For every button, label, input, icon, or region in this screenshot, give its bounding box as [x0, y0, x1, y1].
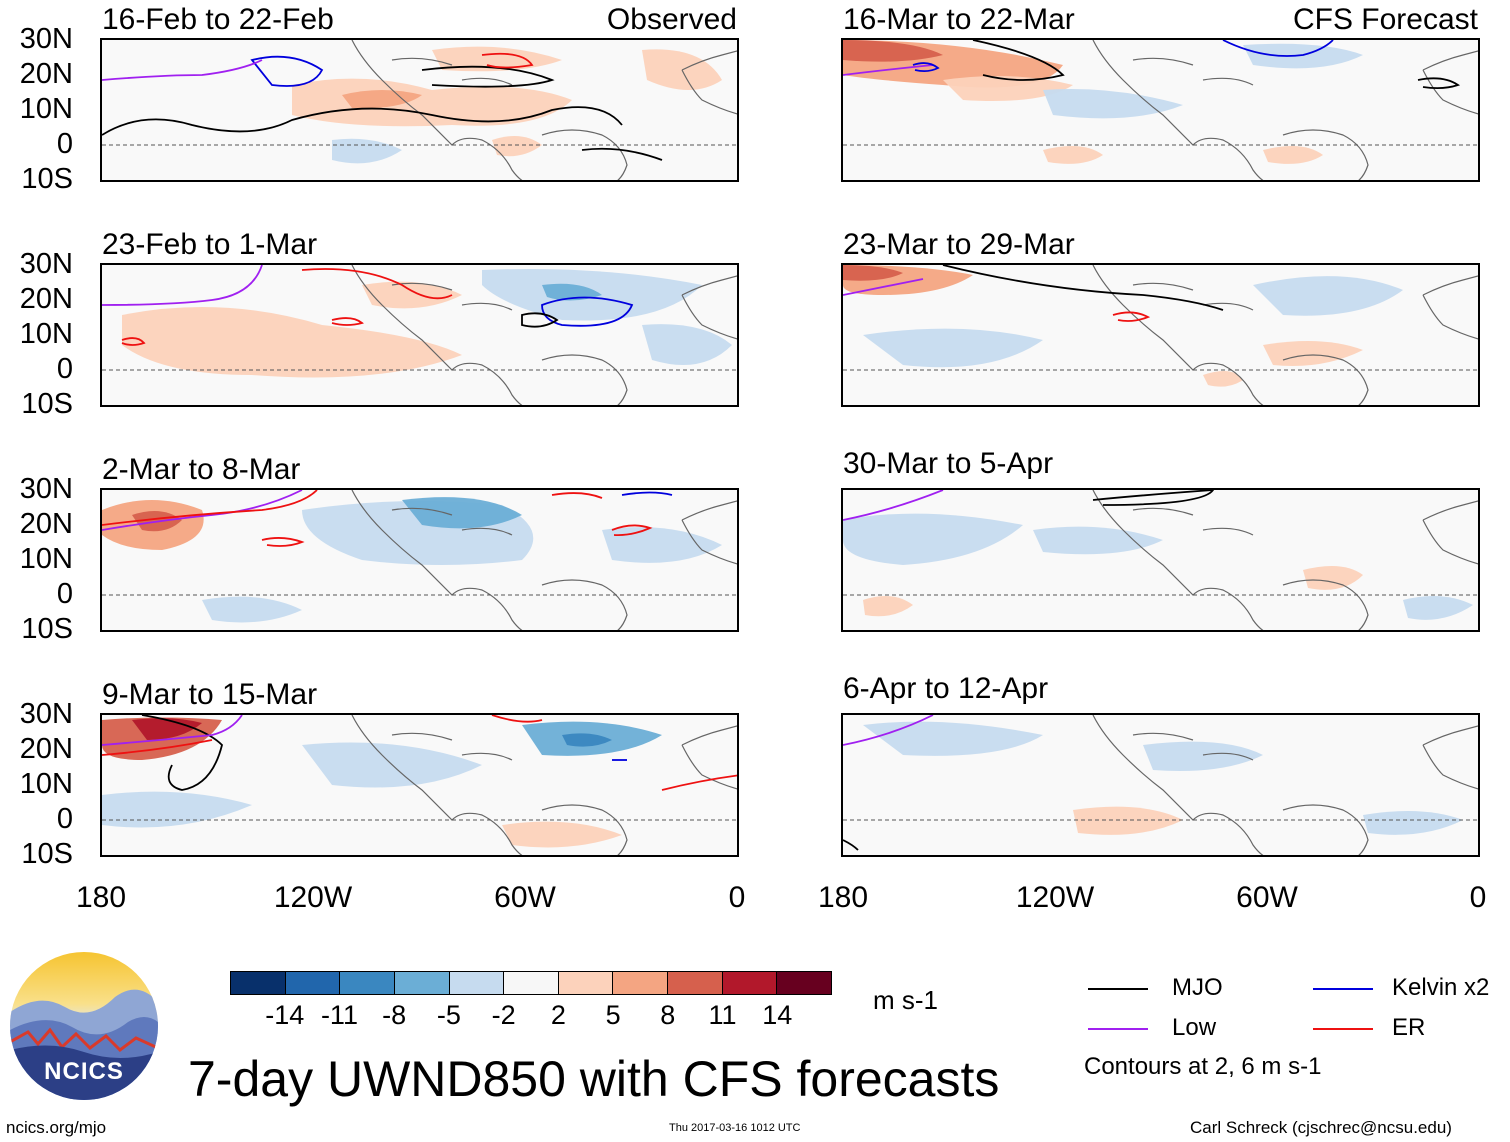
colorbar-segment	[394, 972, 450, 994]
colorbar-segment	[504, 972, 559, 994]
lat-label: 20N	[19, 283, 73, 315]
panel-title-fcst-3: 30-Mar to 5-Apr	[843, 447, 1054, 480]
legend-swatch-kelvin	[1313, 988, 1373, 990]
panel-title-obs-4: 9-Mar to 15-Mar	[102, 678, 318, 711]
colorbar-tick-label: -8	[382, 1000, 407, 1030]
colorbar-segment	[231, 972, 286, 994]
lat-label: 30N	[19, 248, 73, 280]
contours-note: Contours at 2, 6 m s-1	[1084, 1053, 1322, 1080]
logo-text: NCICS	[44, 1058, 124, 1085]
footer-credit: Carl Schreck (cjschrec@ncsu.edu)	[1190, 1118, 1452, 1137]
ncics-logo: NCICS	[10, 952, 158, 1100]
forecast-tag: CFS Forecast	[1292, 3, 1478, 36]
map-graphic	[843, 40, 1478, 180]
lat-label: 20N	[19, 58, 73, 90]
footer-timestamp: Thu 2017-03-16 1012 UTC	[669, 1122, 801, 1134]
colorbar-segment	[449, 972, 505, 994]
colorbar-segment	[613, 972, 669, 994]
lon-label: 120W	[273, 881, 353, 914]
map-graphic	[843, 715, 1478, 855]
colorbar-tick-label: -2	[491, 1000, 516, 1030]
lon-label: 120W	[1015, 881, 1095, 914]
lon-label: 0	[728, 881, 746, 914]
colorbar-tick-label: 5	[605, 1000, 621, 1030]
lon-label: 0	[1469, 881, 1487, 914]
legend-label-kelvin: Kelvin x2	[1392, 974, 1490, 1001]
map-panel-fcst-4	[841, 713, 1480, 857]
panel-title-fcst-4: 6-Apr to 12-Apr	[843, 672, 1049, 705]
panel-title-obs-3: 2-Mar to 8-Mar	[102, 453, 301, 486]
lat-label: 20N	[19, 733, 73, 765]
lat-label: 10N	[19, 318, 73, 350]
panel-title-fcst-1: 16-Mar to 22-Mar	[843, 3, 1075, 36]
lat-label: 10S	[21, 163, 73, 195]
colorbar-tick-label: 2	[550, 1000, 566, 1030]
map-panel-fcst-2	[841, 263, 1480, 407]
lat-label: 10S	[21, 838, 73, 870]
map-graphic	[102, 40, 737, 180]
panel-title-obs-1: 16-Feb to 22-Feb	[102, 3, 334, 36]
map-graphic	[843, 490, 1478, 630]
lat-label: 30N	[19, 473, 73, 505]
lat-label: 30N	[19, 23, 73, 55]
map-graphic	[102, 715, 737, 855]
colorbar-segment	[722, 972, 778, 994]
legend-label-er: ER	[1392, 1014, 1426, 1041]
map-panel-obs-2	[100, 263, 739, 407]
panel-title-fcst-2: 23-Mar to 29-Mar	[843, 228, 1075, 261]
map-panel-obs-3	[100, 488, 739, 632]
lat-label: 30N	[19, 698, 73, 730]
lat-label: 20N	[19, 508, 73, 540]
main-title: 7-day UWND850 with CFS forecasts	[188, 1051, 1000, 1107]
observed-tag: Observed	[606, 3, 737, 36]
colorbar-segment	[285, 972, 341, 994]
colorbar-unit: m s-1	[873, 985, 938, 1015]
map-graphic	[102, 265, 737, 405]
lon-label: 60W	[1236, 881, 1298, 914]
map-graphic	[102, 490, 737, 630]
lat-label: 0	[56, 128, 73, 160]
colorbar	[230, 971, 832, 995]
lat-label: 0	[56, 353, 73, 385]
colorbar-segment	[340, 972, 395, 994]
colorbar-tick-label: -14	[265, 1000, 305, 1030]
legend-label-mjo: MJO	[1172, 974, 1223, 1001]
lon-label: 60W	[494, 881, 556, 914]
colorbar-tick-label: 14	[762, 1000, 793, 1030]
map-panel-obs-4	[100, 713, 739, 857]
lat-label: 0	[56, 578, 73, 610]
lat-label: 10S	[21, 613, 73, 645]
colorbar-tick-label: 11	[708, 1000, 737, 1030]
legend-swatch-er	[1313, 1028, 1373, 1030]
legend-swatch-mjo	[1088, 988, 1148, 990]
lat-label: 0	[56, 803, 73, 835]
colorbar-tick-label: 8	[660, 1000, 676, 1030]
map-panel-fcst-3	[841, 488, 1480, 632]
map-panel-obs-1	[100, 38, 739, 182]
lat-label: 10N	[19, 768, 73, 800]
colorbar-segment	[668, 972, 723, 994]
lat-label: 10N	[19, 93, 73, 125]
map-panel-fcst-1	[841, 38, 1480, 182]
lon-label: 180	[75, 881, 127, 914]
legend-swatch-low	[1088, 1028, 1148, 1030]
colorbar-tick-label: -5	[436, 1000, 461, 1030]
colorbar-segment	[777, 972, 832, 994]
panel-title-obs-2: 23-Feb to 1-Mar	[102, 228, 318, 261]
lat-label: 10S	[21, 388, 73, 420]
lat-label: 10N	[19, 543, 73, 575]
map-graphic	[843, 265, 1478, 405]
footer-site-link[interactable]: ncics.org/mjo	[6, 1118, 107, 1137]
lon-label: 180	[817, 881, 869, 914]
legend-label-low: Low	[1172, 1014, 1217, 1041]
colorbar-tick-label: -11	[320, 1000, 358, 1030]
colorbar-segment	[558, 972, 614, 994]
